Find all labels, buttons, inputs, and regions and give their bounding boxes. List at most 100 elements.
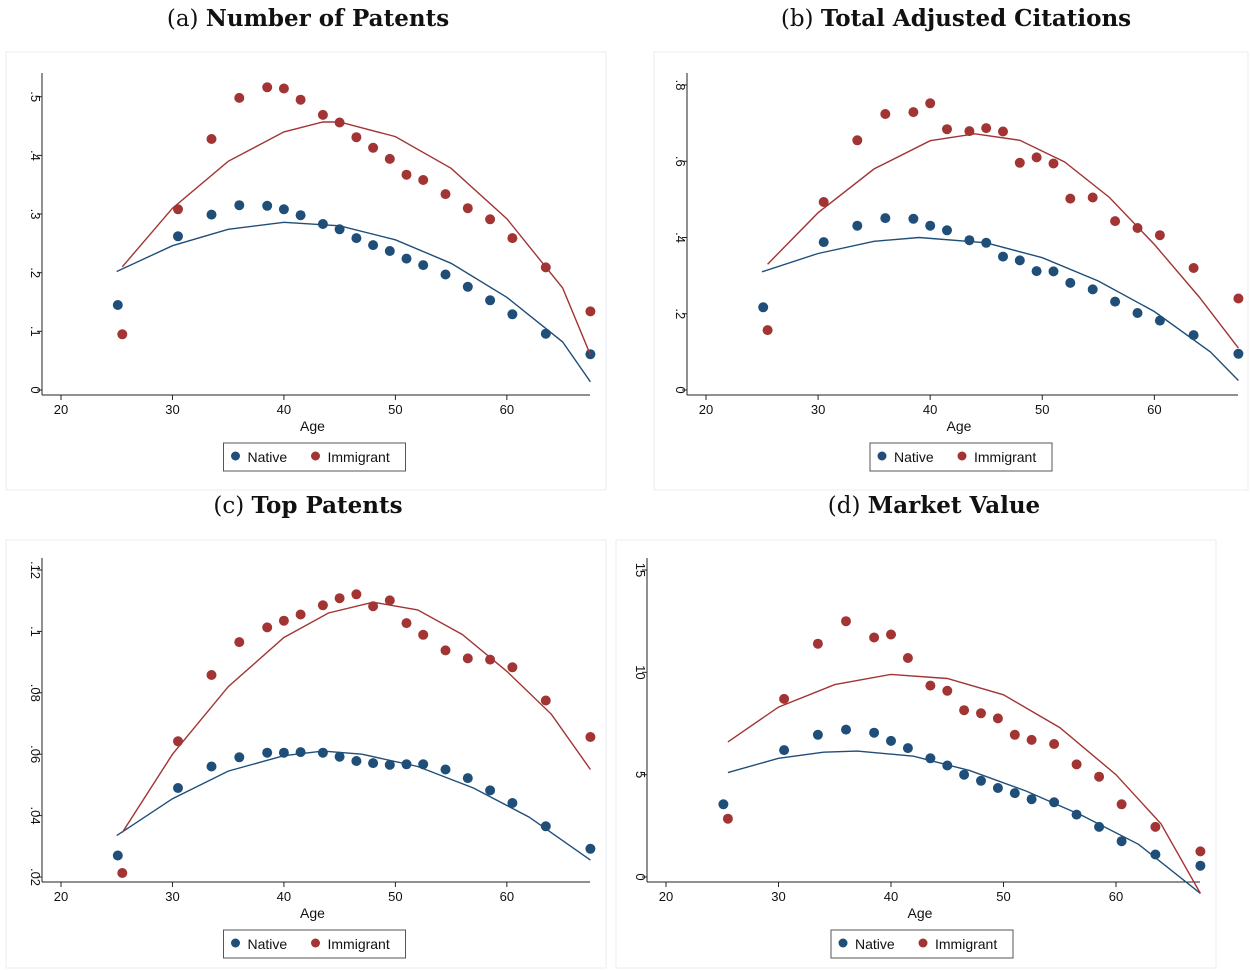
legend-label-immigrant: Immigrant [935,936,997,952]
x-tick-label: 30 [165,402,179,417]
data-point-native [1116,836,1127,847]
x-tick-label: 50 [1035,402,1049,417]
data-point-immigrant [1009,729,1020,740]
y-tick-label: 0 [673,386,688,393]
panel-title-d: (d) Market Value [827,492,1041,519]
data-point-native [841,724,851,735]
data-point-immigrant [942,685,953,696]
x-tick-label: 20 [54,889,68,904]
data-point-native [206,761,217,772]
data-point-immigrant [278,615,289,626]
data-point-immigrant [585,306,596,317]
legend-marker-immigrant [311,451,320,461]
data-point-immigrant [841,616,851,627]
data-point-immigrant [173,204,183,215]
data-point-immigrant [262,82,273,93]
y-tick-label: 0 [28,386,43,393]
data-point-immigrant [206,134,217,144]
data-point-immigrant [818,197,829,207]
data-point-native [1026,794,1037,805]
data-point-immigrant [351,132,362,143]
data-point-immigrant [812,638,823,649]
y-tick-label: .02 [28,868,43,886]
y-tick-label: .2 [673,308,688,319]
data-point-native [1094,821,1105,832]
legend-marker-immigrant [918,938,928,948]
data-point-native [779,745,790,756]
y-tick-label: 0 [633,873,648,880]
data-point-native [1110,296,1121,307]
data-point-native [234,752,245,763]
data-point-native [1048,266,1059,277]
data-point-immigrant [925,680,936,691]
y-tick-label: .12 [28,561,43,579]
data-point-native [1132,308,1143,318]
data-point-native [925,220,936,231]
fit-curve-immigrant [767,133,1239,349]
data-point-native [317,747,328,758]
legend-marker-native [231,451,240,461]
data-point-immigrant [278,83,289,94]
data-point-immigrant [485,654,496,665]
data-point-native [540,328,551,339]
x-axis-label: Age [947,418,972,434]
data-point-immigrant [462,653,473,664]
data-point-immigrant [1048,158,1059,169]
data-point-immigrant [1094,771,1105,782]
legend-marker-immigrant [957,451,967,461]
fit-curve-native [761,236,1239,381]
legend-label-immigrant: Immigrant [328,936,390,952]
data-point-immigrant [368,601,379,612]
data-point-immigrant [852,135,863,146]
data-point-native [317,219,328,229]
chart-frame [5,51,607,491]
data-point-native [173,783,183,793]
y-tick-label: .1 [28,626,43,637]
data-point-native [384,759,395,770]
x-tick-label: 20 [699,402,713,417]
x-tick-label: 40 [923,402,937,417]
data-point-native [262,747,273,758]
y-tick-label: .06 [28,745,43,763]
data-point-native [1049,797,1060,808]
data-point-native [485,785,496,796]
data-point-immigrant [401,169,412,180]
data-point-immigrant [959,705,970,716]
data-point-native [1031,266,1042,277]
data-point-native [540,821,551,832]
data-point-native [440,269,451,280]
data-point-immigrant [1132,223,1143,233]
data-point-native [908,213,919,224]
legend-marker-native [838,938,848,948]
data-point-immigrant [295,94,306,105]
data-point-native [998,251,1008,262]
data-point-native [585,843,596,854]
data-point-native [401,759,412,770]
y-tick-label: .8 [673,80,688,91]
data-point-immigrant [295,609,306,620]
data-point-native [384,246,395,256]
x-tick-label: 40 [277,889,291,904]
data-point-native [852,220,863,231]
data-point-native [295,210,306,221]
y-tick-label: .6 [673,156,688,167]
data-point-native [278,747,289,758]
data-point-immigrant [942,124,952,135]
data-point-native [1154,315,1165,326]
data-point-native [507,798,518,808]
data-point-native [880,213,891,224]
y-tick-label: .2 [28,267,43,278]
data-point-native [869,727,880,738]
y-tick-label: .4 [28,150,43,161]
data-point-immigrant [418,629,429,640]
y-tick-label: .1 [28,326,43,337]
data-point-immigrant [206,670,217,680]
data-point-immigrant [440,189,451,200]
data-point-native [462,281,473,292]
data-point-immigrant [117,329,128,340]
x-axis-label: Age [908,905,933,921]
data-point-native [976,775,986,786]
